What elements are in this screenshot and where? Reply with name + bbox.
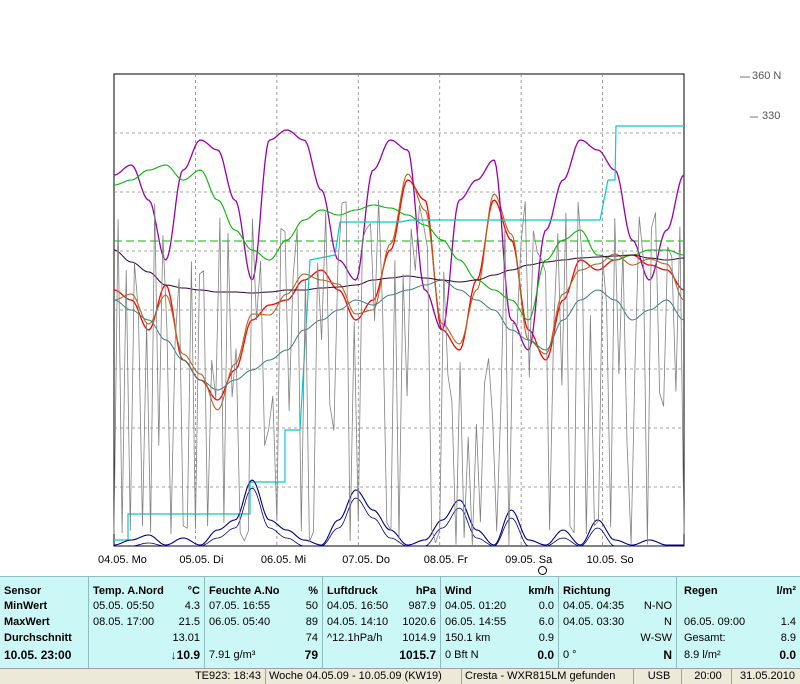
status-connection: USB [633, 669, 681, 684]
right-axis-label-360: 360 N [752, 70, 782, 82]
temp-max-value: 21.5 [178, 616, 200, 628]
sensor-panel: Sensor MinWert MaxWert Durchschnitt 10.0… [0, 576, 800, 669]
direction-current-value: N [663, 648, 672, 662]
direction-header: Richtung [563, 585, 611, 597]
humidity-series [113, 129, 685, 351]
humidity-min-value: 50 [305, 600, 318, 612]
temp-min-value: 4.3 [184, 600, 200, 612]
status-time: 20:00 [681, 669, 731, 684]
wind-min-value: 0.0 [538, 600, 554, 612]
status-date: 31.05.2010 [731, 669, 800, 684]
rain-column[interactable]: Regen l/m² 06.05. 09:00 1.4 Gesamt: 8.9 8.9… [677, 577, 800, 669]
temp-avg-value: 13.01 [172, 632, 200, 644]
max-label: MaxWert [4, 616, 50, 628]
direction-max-value: N [664, 616, 672, 628]
weather-chart[interactable] [0, 0, 800, 576]
wind-beaufort: 0 Bft N [445, 649, 479, 661]
right-axis-label-330: 330 [762, 110, 781, 122]
humidity-unit: % [308, 585, 318, 597]
humidity-min-time: 07.05. 16:55 [209, 600, 271, 612]
x-tick-label: 09.05. Sa [505, 554, 553, 566]
pressure-series [113, 164, 685, 321]
current-time: 10.05. 23:00 [4, 648, 72, 662]
pressure-current-value: 1015.7 [399, 648, 436, 662]
humidity-max-value: 89 [305, 616, 318, 628]
humidity-current-value: 79 [304, 648, 318, 662]
direction-max-time: 04.05. 03:30 [563, 616, 625, 628]
pressure-header: Luftdruck [327, 585, 378, 597]
temp-column[interactable]: Temp. A.Nord °C 05.05. 05:50 4.3 08.05. 17… [89, 577, 205, 669]
wind-direction-series [113, 199, 685, 546]
temp-min-time: 05.05. 05:50 [93, 600, 155, 612]
direction-avg-value: W-SW [640, 632, 672, 644]
status-week: Woche 04.05.09 - 10.05.09 (KW19) [265, 669, 461, 684]
temperature2-series [113, 173, 685, 411]
x-tick-label: 05.05. Di [179, 554, 224, 566]
x-tick-label: 07.05. Do [342, 554, 390, 566]
temp-header: Temp. A.Nord [93, 585, 164, 597]
wind-max-time: 06.05. 14:55 [445, 616, 507, 628]
chart-area[interactable]: 360 N 330 04.05. Mo 05.05. Di 06.05. Mi 07.… [0, 0, 800, 576]
humidity-avg-value: 74 [305, 632, 318, 644]
wind-max-value: 6.0 [538, 616, 554, 628]
average-series [113, 249, 684, 294]
sensor-header: Sensor [4, 585, 42, 597]
wind-gust-series [114, 487, 684, 547]
pressure-max-time: 04.05. 14:10 [327, 616, 389, 628]
min-label: MinWert [4, 600, 48, 612]
pressure-avg-value: 1014.9 [402, 632, 436, 644]
avg-label: Durchschnitt [4, 632, 72, 644]
x-tick-label: 06.05. Mi [260, 554, 307, 566]
sensor-column: Sensor MinWert MaxWert Durchschnitt 10.0… [0, 577, 89, 669]
wind-column[interactable]: Wind km/h 04.05. 01:20 0.0 06.05. 14:55 6.0… [441, 577, 559, 669]
rain-unit: l/m² [776, 585, 796, 597]
x-tick-label: 08.05. Fr [423, 554, 468, 566]
rain-current-value: 0.0 [779, 648, 796, 662]
humidity-absolute: 7.91 g/m³ [209, 649, 256, 661]
pressure-min-time: 04.05. 16:50 [327, 600, 389, 612]
temp-max-time: 08.05. 17:00 [93, 616, 155, 628]
dewpoint-series [113, 279, 685, 391]
wind-header: Wind [445, 585, 472, 597]
rain-header: Regen [684, 585, 718, 597]
status-device-time: TE923: 18:43 [194, 670, 261, 682]
rain-current-extra: 8.9 l/m² [684, 649, 721, 661]
direction-current-degrees: 0 ° [563, 649, 577, 661]
wind-distance: 150.1 km [445, 632, 491, 644]
temp-current-value: 10.9 [176, 648, 200, 662]
pressure-unit: hPa [415, 585, 436, 597]
humidity-max-time: 06.05. 05:40 [209, 616, 271, 628]
pressure-min-value: 987.9 [408, 600, 436, 612]
status-bar: TE923: 18:43 Woche 04.05.09 - 10.05.09 (… [0, 668, 800, 684]
direction-min-value: N-NO [643, 600, 672, 612]
rain-total-value: 8.9 [780, 632, 796, 644]
pressure-trend: ^12.1hPa/h [327, 632, 383, 644]
rain-max-time: 06.05. 09:00 [684, 616, 746, 628]
x-tick-label: 10.05. So [586, 554, 634, 566]
wind-current-value: 0.0 [537, 648, 554, 662]
pressure-column[interactable]: Luftdruck hPa 04.05. 16:50 987.9 04.05. 14… [323, 577, 441, 669]
wind-avg-value: 0.9 [538, 632, 554, 644]
temp-unit: °C [187, 585, 200, 597]
rain-series [114, 125, 684, 541]
rain-max-value: 1.4 [780, 616, 796, 628]
arrow-down-icon: ↓ [170, 648, 177, 662]
direction-min-time: 04.05. 04:35 [563, 600, 625, 612]
status-station: Cresta - WXR815LM gefunden [461, 669, 633, 684]
direction-column[interactable]: Richtung 04.05. 04:35 N-NO 04.05. 03:30 N … [559, 577, 677, 669]
rain-total-label: Gesamt: [684, 632, 726, 644]
temperature-series [113, 179, 685, 401]
pressure-max-value: 1020.6 [402, 616, 436, 628]
wind-min-time: 04.05. 01:20 [445, 600, 507, 612]
cursor-marker-icon[interactable] [538, 566, 547, 575]
x-tick-label: 04.05. Mo [98, 554, 147, 566]
wind-unit: km/h [528, 585, 554, 597]
humidity-header: Feuchte A.No [209, 585, 280, 597]
humidity-column[interactable]: Feuchte A.No% 07.05. 16:55 50 06.05. 05:4… [205, 577, 323, 669]
